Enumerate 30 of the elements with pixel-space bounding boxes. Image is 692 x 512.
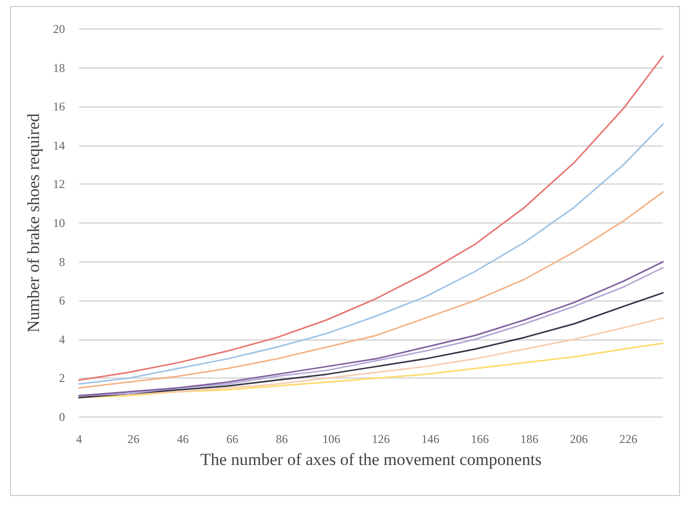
y-tick-label: 8 [59, 254, 65, 269]
x-tick-label: 206 [570, 432, 588, 446]
line-series [78, 191, 664, 389]
x-tick-label: 146 [421, 432, 440, 446]
y-tick-label: 2 [59, 371, 65, 386]
y-tick-label: 4 [59, 332, 65, 346]
x-tick-label: 86 [276, 432, 288, 446]
x-tick-label: 126 [372, 432, 390, 446]
x-tick-label: 4 [76, 432, 82, 446]
y-tick-label: 12 [53, 177, 65, 192]
y-tick-label: 20 [53, 22, 65, 36]
x-tick-label: 46 [176, 432, 189, 446]
x-tick-label: 166 [470, 432, 489, 446]
x-tick-label: 66 [226, 432, 238, 446]
y-tick-label: 10 [53, 216, 65, 230]
line-series [78, 292, 664, 398]
x-axis-title: The number of axes of the movement components [200, 450, 542, 469]
y-axis-title: Number of brake shoes required [24, 112, 44, 333]
x-tick-label: 26 [127, 432, 140, 446]
line-series [78, 123, 664, 385]
y-tick-label: 14 [53, 138, 65, 152]
x-tick-label: 106 [322, 432, 340, 446]
y-tick-label: 6 [59, 294, 65, 308]
x-tick-label: 186 [520, 432, 538, 446]
y-tick-label: 0 [59, 410, 65, 424]
x-tick-label: 226 [619, 432, 638, 446]
y-tick-label: 16 [53, 100, 65, 114]
line-series [78, 55, 664, 381]
y-tick-label: 18 [53, 60, 65, 75]
line-series [78, 342, 664, 398]
